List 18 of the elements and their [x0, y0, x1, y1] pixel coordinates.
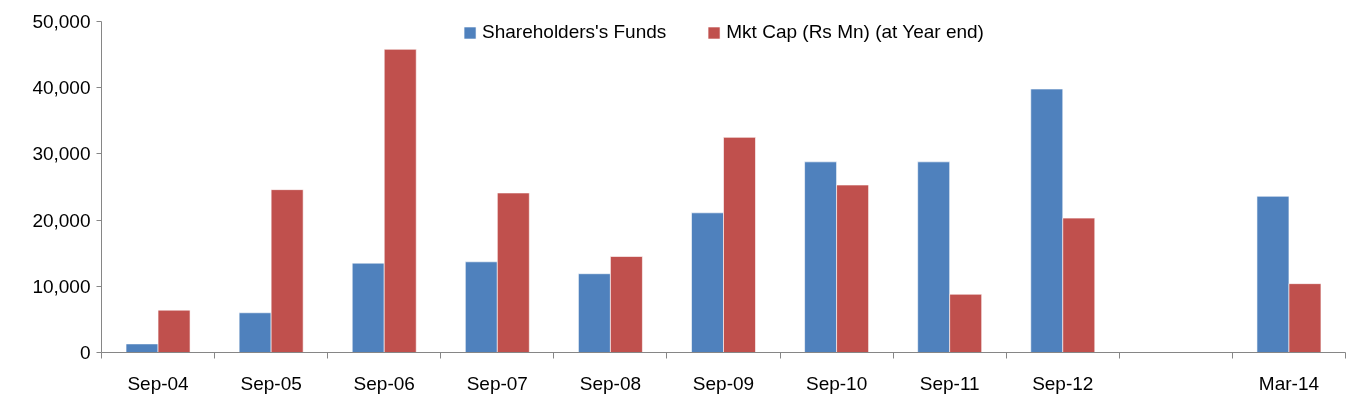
x-tick-label: Sep-08 — [579, 372, 642, 394]
y-tick-label: 10,000 — [32, 275, 91, 297]
legend-label: Shareholders's Funds — [482, 21, 667, 43]
x-tick-label: Sep-09 — [692, 372, 755, 394]
x-tick-label: Sep-04 — [127, 372, 190, 394]
legend-label: Mkt Cap (Rs Mn) (at Year end) — [726, 21, 984, 43]
y-tick-label: 50,000 — [32, 11, 91, 32]
x-tick-label: Sep-11 — [919, 372, 980, 394]
x-tick-label: Mar-14 — [1258, 372, 1320, 394]
x-tick-label: Sep-12 — [1032, 372, 1094, 394]
y-tick-label: 40,000 — [32, 77, 91, 99]
x-tick-label: Sep-10 — [805, 372, 868, 394]
y-tick-label: 30,000 — [32, 143, 91, 165]
x-tick-label: Sep-06 — [353, 372, 415, 394]
y-tick-label: 20,000 — [32, 209, 91, 231]
x-tick-label: Sep-05 — [240, 372, 302, 394]
x-tick-label: Sep-07 — [466, 372, 528, 394]
y-tick-label: 0 — [79, 342, 91, 363]
